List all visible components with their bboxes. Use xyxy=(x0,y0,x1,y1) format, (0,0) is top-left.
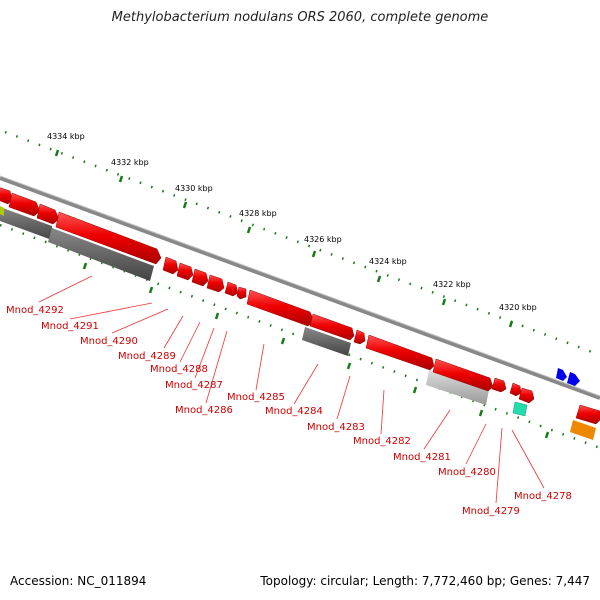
scale-label: 4330 kbp xyxy=(175,184,213,193)
cds-arrow xyxy=(365,334,435,371)
teal-feature xyxy=(512,401,528,417)
scale-labels: 4334 kbp 4332 kbp 4330 kbp 4328 kbp 4326… xyxy=(47,132,537,312)
label-leaders xyxy=(38,275,545,504)
gene-label: Mnod_4282 xyxy=(353,436,411,447)
cds-arrow xyxy=(224,281,239,297)
cds-arrow xyxy=(509,382,522,397)
gene-label: Mnod_4288 xyxy=(150,364,208,375)
gene-label: Mnod_4283 xyxy=(307,422,365,433)
gene-label: Mnod_4285 xyxy=(227,392,285,403)
gene-label: Mnod_4280 xyxy=(438,467,496,478)
dark-feature xyxy=(302,327,351,356)
light-feature xyxy=(426,370,489,405)
genome-stats-footer: Topology: circular; Length: 7,772,460 bp… xyxy=(260,574,590,588)
gene-label: Mnod_4287 xyxy=(165,380,223,391)
scale-label: 4326 kbp xyxy=(304,235,342,244)
cds-arrow xyxy=(518,387,535,404)
cds-arrow xyxy=(236,286,247,300)
scale-label: 4322 kbp xyxy=(433,280,471,289)
cds-arrow xyxy=(176,262,194,281)
blue-feature xyxy=(556,368,567,381)
cds-arrow xyxy=(55,211,162,265)
lime-feature xyxy=(0,206,4,216)
gene-labels: Mnod_4292 Mnod_4291 Mnod_4290 Mnod_4289 … xyxy=(6,305,572,517)
grey-features xyxy=(0,206,489,405)
gene-label: Mnod_4292 xyxy=(6,305,64,316)
cds-arrow xyxy=(432,358,494,392)
cds-arrow xyxy=(36,203,60,225)
orange-feature xyxy=(570,420,596,440)
cds-arrow xyxy=(162,256,179,275)
gene-label: Mnod_4281 xyxy=(393,452,451,463)
genome-title: Methylobacterium nodulans ORS 2060, comp… xyxy=(111,10,489,25)
gene-label: Mnod_4286 xyxy=(175,405,233,416)
accession-footer: Accession: NC_011894 xyxy=(10,574,147,588)
scale-label: 4328 kbp xyxy=(239,209,277,218)
backbone-highlight xyxy=(0,175,600,397)
cds-arrow xyxy=(353,329,366,345)
gene-label: Mnod_4290 xyxy=(80,336,138,347)
scale-label: 4320 kbp xyxy=(499,303,537,312)
cds-arrow xyxy=(8,192,41,217)
major-ticks xyxy=(54,149,550,439)
gene-label: Mnod_4289 xyxy=(118,351,176,362)
cds-features xyxy=(0,187,600,425)
gene-label: Mnod_4291 xyxy=(41,321,99,332)
gene-label: Mnod_4284 xyxy=(265,406,323,417)
scale-label: 4324 kbp xyxy=(369,257,407,266)
cds-arrow xyxy=(309,313,355,341)
gene-label: Mnod_4279 xyxy=(462,506,520,517)
gene-label: Mnod_4278 xyxy=(514,491,572,502)
scale-label: 4334 kbp xyxy=(47,132,85,141)
cds-arrow xyxy=(206,274,225,293)
cds-arrow xyxy=(191,268,209,287)
blue-feature xyxy=(567,372,580,386)
scale-label: 4332 kbp xyxy=(111,158,149,167)
backbone-line xyxy=(0,176,600,400)
cds-arrow xyxy=(491,377,507,393)
dark-feature xyxy=(0,207,52,240)
cds-arrow xyxy=(575,404,600,425)
cds-arrow xyxy=(246,289,315,327)
dark-feature xyxy=(48,228,154,281)
